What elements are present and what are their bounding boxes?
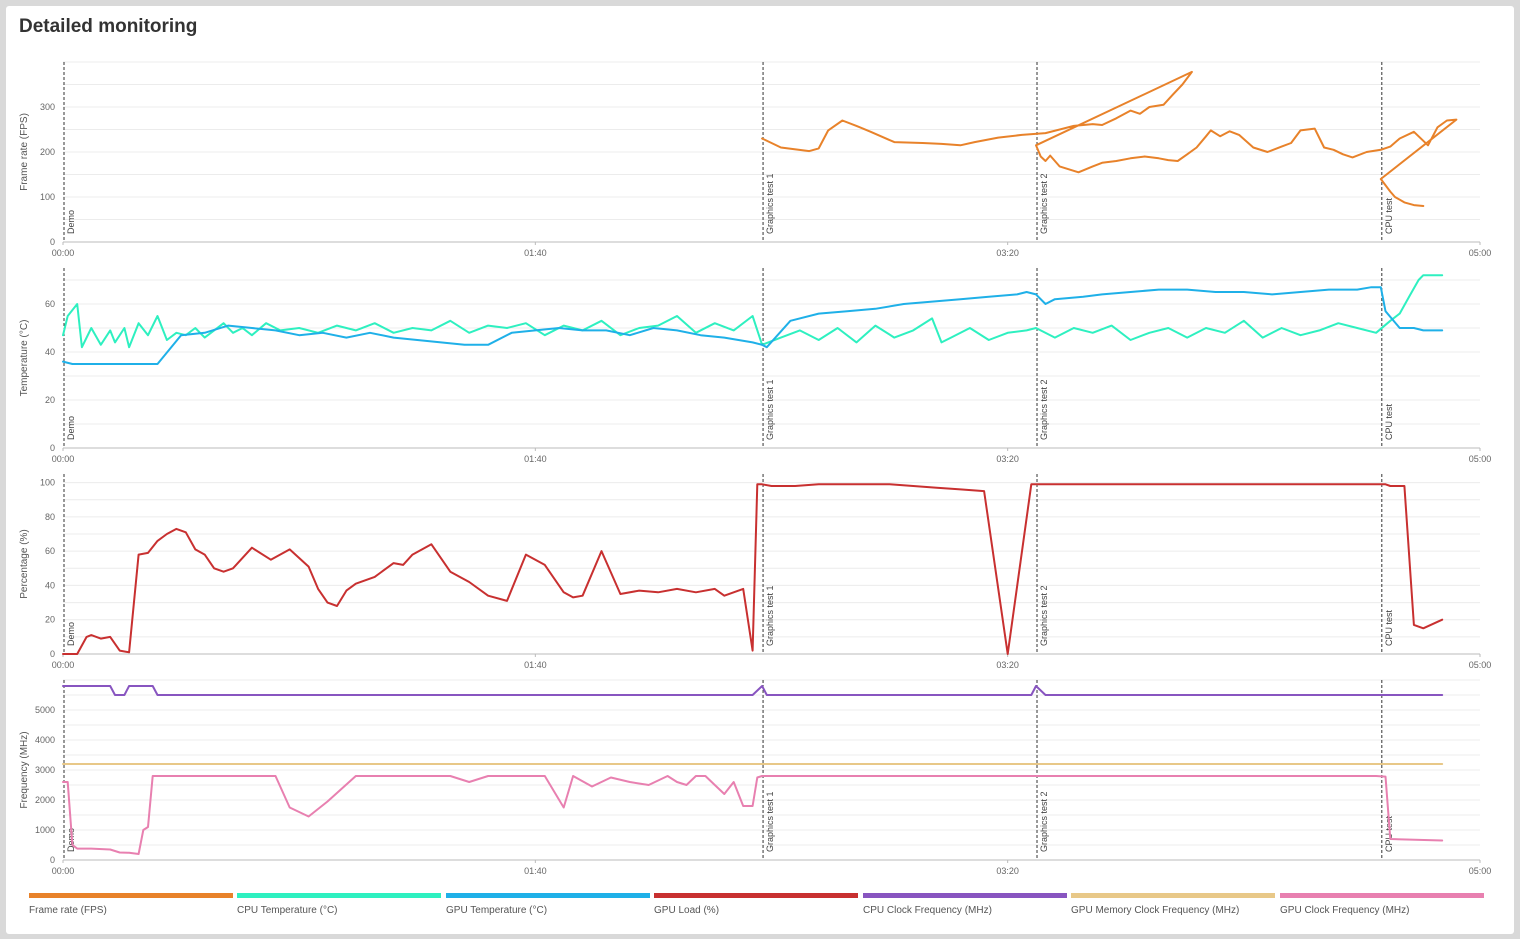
y-tick-label: 40 — [45, 580, 55, 590]
monitoring-card — [6, 6, 1514, 934]
legend-label: CPU Clock Frequency (MHz) — [863, 905, 992, 916]
marker-label: Graphics test 1 — [765, 791, 775, 852]
marker-label: Demo — [66, 210, 76, 234]
legend-swatch — [1280, 893, 1484, 898]
series-line-cpu-clock-frequency-mhz — [62, 685, 1444, 696]
legend-label: GPU Load (%) — [654, 905, 720, 916]
legend-item-cpu-clock[interactable]: CPU Clock Frequency (MHz) — [863, 893, 1067, 916]
y-tick-label: 0 — [50, 855, 55, 865]
y-tick-label: 300 — [40, 102, 55, 112]
legend-label: CPU Temperature (°C) — [237, 905, 338, 916]
legend-label: GPU Temperature (°C) — [446, 905, 548, 916]
page-title: Detailed monitoring — [19, 16, 198, 37]
y-tick-label: 200 — [40, 147, 55, 157]
y-tick-label: 100 — [40, 192, 55, 202]
x-tick-label: 01:40 — [524, 866, 547, 876]
marker-label: Demo — [66, 828, 76, 852]
marker-label: CPU test — [1384, 609, 1394, 646]
legend-label: GPU Clock Frequency (MHz) — [1280, 905, 1410, 916]
y-tick-label: 0 — [50, 443, 55, 453]
chart-panel-3: 0 20 40 60 80 100 Percentage (%) 00:00 01:40 03:2… — [19, 474, 1491, 670]
series-line-gpu-temperature-c — [62, 286, 1444, 365]
y-axis-label: Frequency (MHz) — [19, 731, 30, 808]
series-line-gpu-clock-frequency-mhz — [62, 775, 1444, 855]
marker-label: Graphics test 2 — [1039, 173, 1049, 234]
marker-label: CPU test — [1384, 197, 1394, 234]
legend-item-gpu-temperature[interactable]: GPU Temperature (°C) — [446, 893, 650, 916]
marker-label: Graphics test 1 — [765, 173, 775, 234]
marker-label: Demo — [66, 416, 76, 440]
x-tick-label: 00:00 — [52, 248, 75, 258]
series-line-cpu-temperature-c — [62, 274, 1444, 349]
x-tick-label: 05:00 — [1469, 248, 1492, 258]
y-tick-label: 60 — [45, 299, 55, 309]
legend-swatch — [863, 893, 1067, 898]
y-tick-label: 40 — [45, 347, 55, 357]
x-tick-label: 01:40 — [524, 660, 547, 670]
marker-label: CPU test — [1384, 815, 1394, 852]
y-tick-label: 3000 — [35, 765, 55, 775]
legend-label: Frame rate (FPS) — [29, 905, 107, 916]
series-line-gpu-load — [62, 483, 1444, 655]
legend-item-gpu-memory-clock[interactable]: GPU Memory Clock Frequency (MHz) — [1071, 893, 1275, 916]
x-tick-label: 01:40 — [524, 248, 547, 258]
marker-label: Graphics test 1 — [765, 379, 775, 440]
series-line-frame-rate-fps — [761, 70, 1458, 207]
x-tick-label: 03:20 — [996, 866, 1019, 876]
legend-item-gpu-load[interactable]: GPU Load (%) — [654, 893, 858, 916]
marker-label: Graphics test 1 — [765, 585, 775, 646]
x-tick-label: 00:00 — [52, 454, 75, 464]
chart-panel-1: 0 100 200 300 Frame rate (FPS) 00:00 01:40 03:2… — [19, 61, 1492, 258]
y-axis-label: Percentage (%) — [19, 529, 30, 598]
y-tick-label: 60 — [45, 546, 55, 556]
marker-label: Graphics test 2 — [1039, 585, 1049, 646]
marker-label: Graphics test 2 — [1039, 379, 1049, 440]
legend-swatch — [446, 893, 650, 898]
chart-panel-2: 0 20 40 60 Temperature (°C) 00:00 01:40 03:20 05… — [19, 268, 1491, 464]
y-tick-label: 1000 — [35, 825, 55, 835]
legend-swatch — [237, 893, 441, 898]
legend-item-cpu-temperature[interactable]: CPU Temperature (°C) — [237, 893, 441, 916]
y-tick-label: 0 — [50, 649, 55, 659]
x-tick-label: 05:00 — [1469, 660, 1492, 670]
marker-label: Graphics test 2 — [1039, 791, 1049, 852]
x-tick-label: 03:20 — [996, 248, 1019, 258]
x-tick-label: 00:00 — [52, 866, 75, 876]
legend-swatch — [29, 893, 233, 898]
x-tick-label: 03:20 — [996, 660, 1019, 670]
x-tick-label: 00:00 — [52, 660, 75, 670]
y-tick-label: 0 — [50, 237, 55, 247]
marker-label: CPU test — [1384, 403, 1394, 440]
x-tick-label: 03:20 — [996, 454, 1019, 464]
legend-item-frame-rate[interactable]: Frame rate (FPS) — [29, 893, 233, 916]
y-tick-label: 100 — [40, 478, 55, 488]
legend-label: GPU Memory Clock Frequency (MHz) — [1071, 905, 1240, 916]
y-axis-label: Temperature (°C) — [19, 320, 30, 397]
y-axis-label: Frame rate (FPS) — [19, 113, 30, 191]
chart-panel-4: 0 1000 2000 3000 4000 5000 Frequency (MHz) 00:0… — [19, 679, 1492, 876]
y-tick-label: 5000 — [35, 705, 55, 715]
y-tick-label: 4000 — [35, 735, 55, 745]
marker-label: Demo — [66, 622, 76, 646]
x-tick-label: 05:00 — [1469, 454, 1492, 464]
y-tick-label: 20 — [45, 395, 55, 405]
legend-item-gpu-clock[interactable]: GPU Clock Frequency (MHz) — [1280, 893, 1484, 916]
y-tick-label: 80 — [45, 512, 55, 522]
x-tick-label: 05:00 — [1469, 866, 1492, 876]
legend-swatch — [1071, 893, 1275, 898]
y-tick-label: 2000 — [35, 795, 55, 805]
legend-swatch — [654, 893, 858, 898]
x-tick-label: 01:40 — [524, 454, 547, 464]
y-tick-label: 20 — [45, 615, 55, 625]
